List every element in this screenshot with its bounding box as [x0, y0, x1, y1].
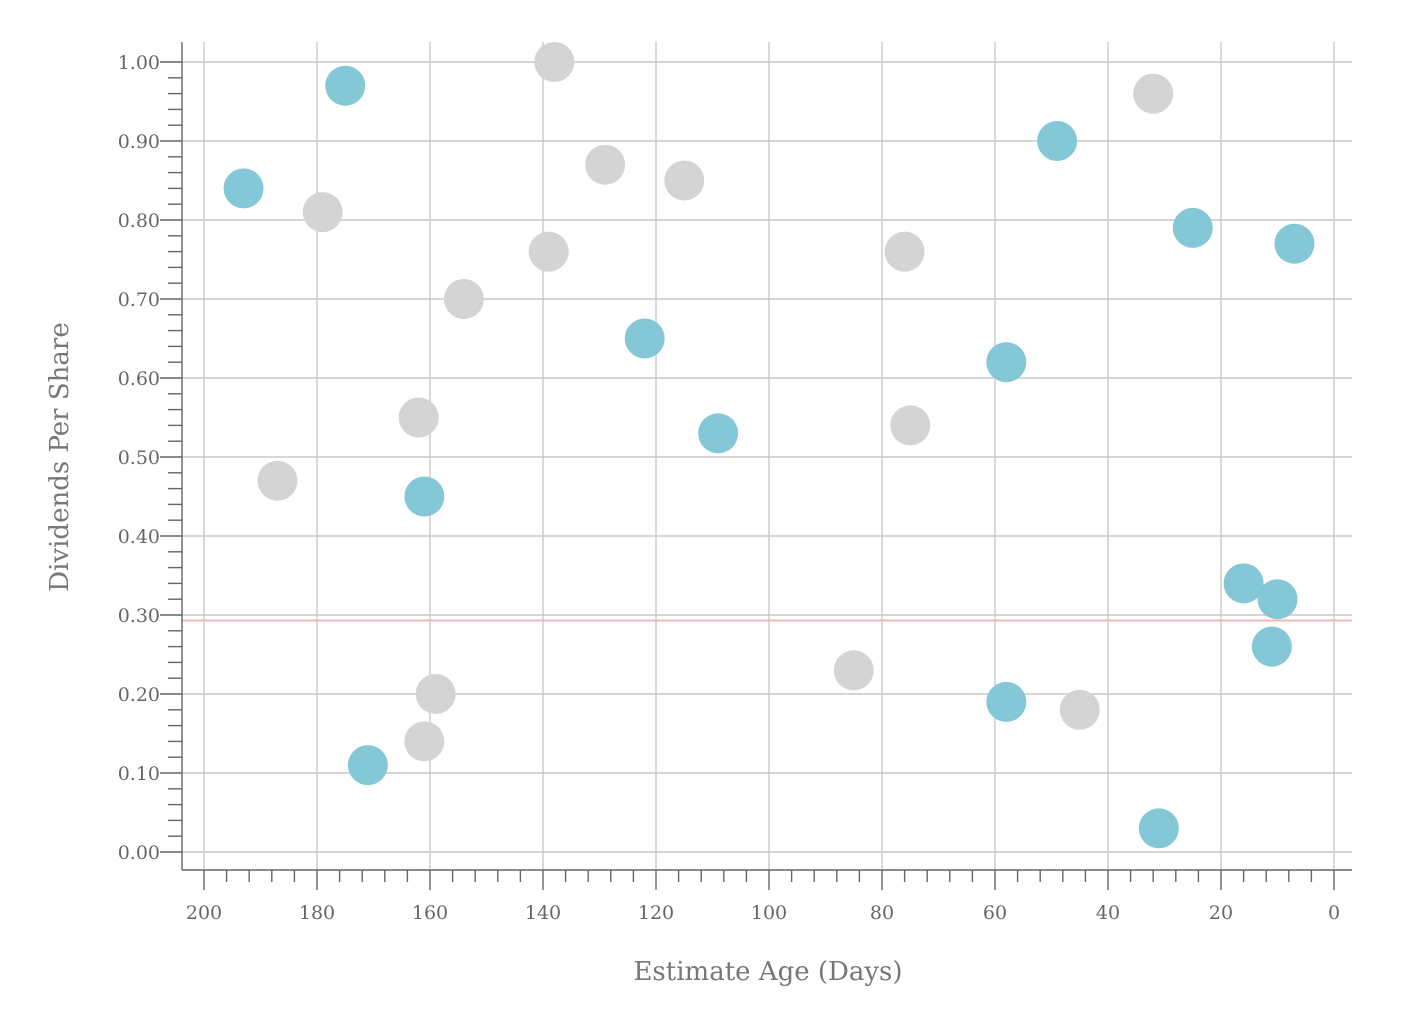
y-tick-label: 0.90 — [118, 131, 160, 153]
y-tick-label: 0.40 — [118, 526, 160, 548]
scatter-point — [884, 231, 925, 272]
scatter-point — [664, 160, 705, 201]
x-tick-label: 20 — [1209, 902, 1233, 924]
x-tick-label: 100 — [751, 902, 787, 924]
scatter-point — [1172, 207, 1213, 248]
y-axis-title: Dividends Per Share — [45, 322, 75, 591]
scatter-point — [404, 721, 445, 762]
y-tick-label: 0.10 — [118, 763, 160, 785]
scatter-point — [347, 745, 388, 786]
x-axis-title: Estimate Age (Days) — [633, 957, 902, 987]
scatter-point — [404, 476, 445, 517]
scatter-point — [1059, 689, 1100, 730]
scatter-point — [1037, 121, 1078, 161]
y-tick-label: 0.20 — [118, 684, 160, 706]
scatter-point — [415, 674, 456, 714]
x-tick-label: 60 — [983, 902, 1007, 924]
scatter-point — [302, 192, 343, 233]
scatter-point — [890, 405, 931, 446]
x-tick-label: 0 — [1328, 902, 1340, 924]
scatter-point — [325, 65, 366, 106]
data-points — [223, 42, 1315, 849]
x-tick-label: 40 — [1096, 902, 1120, 924]
y-tick-label: 0.50 — [118, 447, 160, 469]
y-tick-label: 0.60 — [118, 368, 160, 390]
scatter-point — [624, 318, 665, 359]
scatter-point — [986, 342, 1027, 383]
scatter-point — [443, 279, 484, 319]
scatter-point — [528, 231, 569, 272]
scatter-point — [1223, 563, 1264, 604]
axes — [160, 42, 1352, 890]
scatter-point — [698, 413, 739, 454]
y-tick-label: 1.00 — [118, 52, 160, 74]
scatter-point — [257, 460, 298, 501]
scatter-point — [1133, 73, 1174, 114]
scatter-point — [833, 650, 874, 691]
tick-labels: 0.00 0.10 0.20 0.30 0.40 0.50 0.60 0.70 0.80 0.90… — [118, 52, 1340, 924]
scatter-point — [398, 397, 439, 438]
x-tick-label: 80 — [870, 902, 894, 924]
x-tick-label: 120 — [638, 902, 674, 924]
grid-lines — [182, 42, 1352, 870]
y-tick-label: 0.30 — [118, 605, 160, 627]
scatter-point — [585, 144, 626, 185]
y-tick-label: 0.00 — [118, 842, 160, 864]
scatter-point — [1274, 223, 1315, 264]
x-tick-label: 140 — [525, 902, 561, 924]
scatter-point — [1251, 626, 1292, 667]
x-tick-label: 160 — [412, 902, 448, 924]
scatter-point — [534, 42, 575, 82]
scatter-point — [1138, 808, 1179, 849]
scatter-point — [223, 168, 264, 209]
x-tick-label: 200 — [186, 902, 222, 924]
x-tick-label: 180 — [299, 902, 335, 924]
scatter-point — [1257, 579, 1298, 620]
y-tick-label: 0.80 — [118, 210, 160, 232]
y-tick-label: 0.70 — [118, 289, 160, 311]
scatter-point — [986, 681, 1027, 722]
